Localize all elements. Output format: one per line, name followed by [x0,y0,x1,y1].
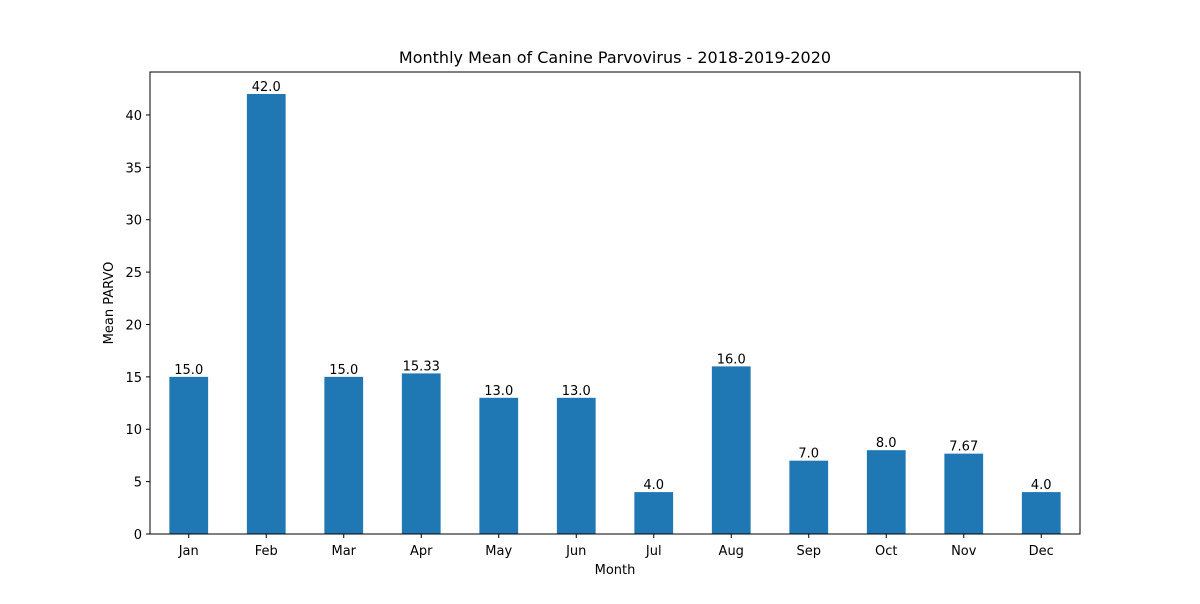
x-axis-label: Month [595,563,636,578]
data-label-may: 13.0 [484,384,513,399]
y-tick-label: 15 [125,371,142,386]
y-axis-label: Mean PARVO [102,262,117,345]
x-tick-label-may: May [485,544,512,559]
chart-title: Monthly Mean of Canine Parvovirus - 2018… [399,48,831,67]
x-axis-ticks: Jan Feb Mar Apr May Jun Jul Aug Sep Oct Nov Dec [178,534,1054,559]
x-tick-label-feb: Feb [255,544,278,559]
data-label-dec: 4.0 [1031,478,1052,493]
bar-jan [169,376,209,534]
y-tick-label: 25 [125,266,142,281]
y-tick-label: 10 [125,423,142,438]
bar-sep [789,460,829,534]
y-tick-label: 35 [125,161,142,176]
y-tick-label: 0 [134,528,142,543]
plot-frame [149,71,1081,535]
bar-aug [711,366,751,534]
data-label-nov: 7.67 [949,440,978,455]
bar-may [479,397,519,534]
y-tick-label: 30 [125,214,142,229]
x-tick-label-oct: Oct [875,544,897,559]
bar-dec [1021,492,1061,534]
x-tick-label-dec: Dec [1029,544,1054,559]
x-tick-label-jan: Jan [178,544,199,559]
x-tick-label-mar: Mar [331,544,356,559]
bar-jul [634,492,674,534]
bar-mar [324,376,364,534]
data-labels-group: 15.0 42.0 15.0 15.33 13.0 13.0 4.0 16.0 7.0 8.0 7.… [174,80,1051,493]
x-tick-label-sep: Sep [796,544,821,559]
x-tick-label-apr: Apr [410,544,433,559]
x-tick-label-nov: Nov [951,544,977,559]
data-label-sep: 7.0 [798,447,819,462]
bars-group [169,94,1061,534]
y-tick-label: 20 [125,318,142,333]
bar-oct [866,450,906,534]
x-tick-label-aug: Aug [719,544,744,559]
data-label-feb: 42.0 [252,80,281,95]
bar-nov [944,453,984,534]
data-label-apr: 15.33 [403,359,440,374]
data-label-mar: 15.0 [329,363,358,378]
data-label-aug: 16.0 [717,352,746,367]
bar-feb [246,94,286,534]
data-label-jul: 4.0 [643,478,664,493]
data-label-oct: 8.0 [876,436,897,451]
x-tick-label-jul: Jul [645,544,662,559]
y-tick-label: 5 [134,476,142,491]
x-tick-label-jun: Jun [565,544,586,559]
data-label-jan: 15.0 [174,363,203,378]
bar-jun [556,397,596,534]
y-axis-ticks: 0 5 10 15 20 25 30 35 40 [125,109,150,543]
data-label-jun: 13.0 [562,384,591,399]
y-tick-label: 40 [125,109,142,124]
bar-apr [401,373,441,534]
